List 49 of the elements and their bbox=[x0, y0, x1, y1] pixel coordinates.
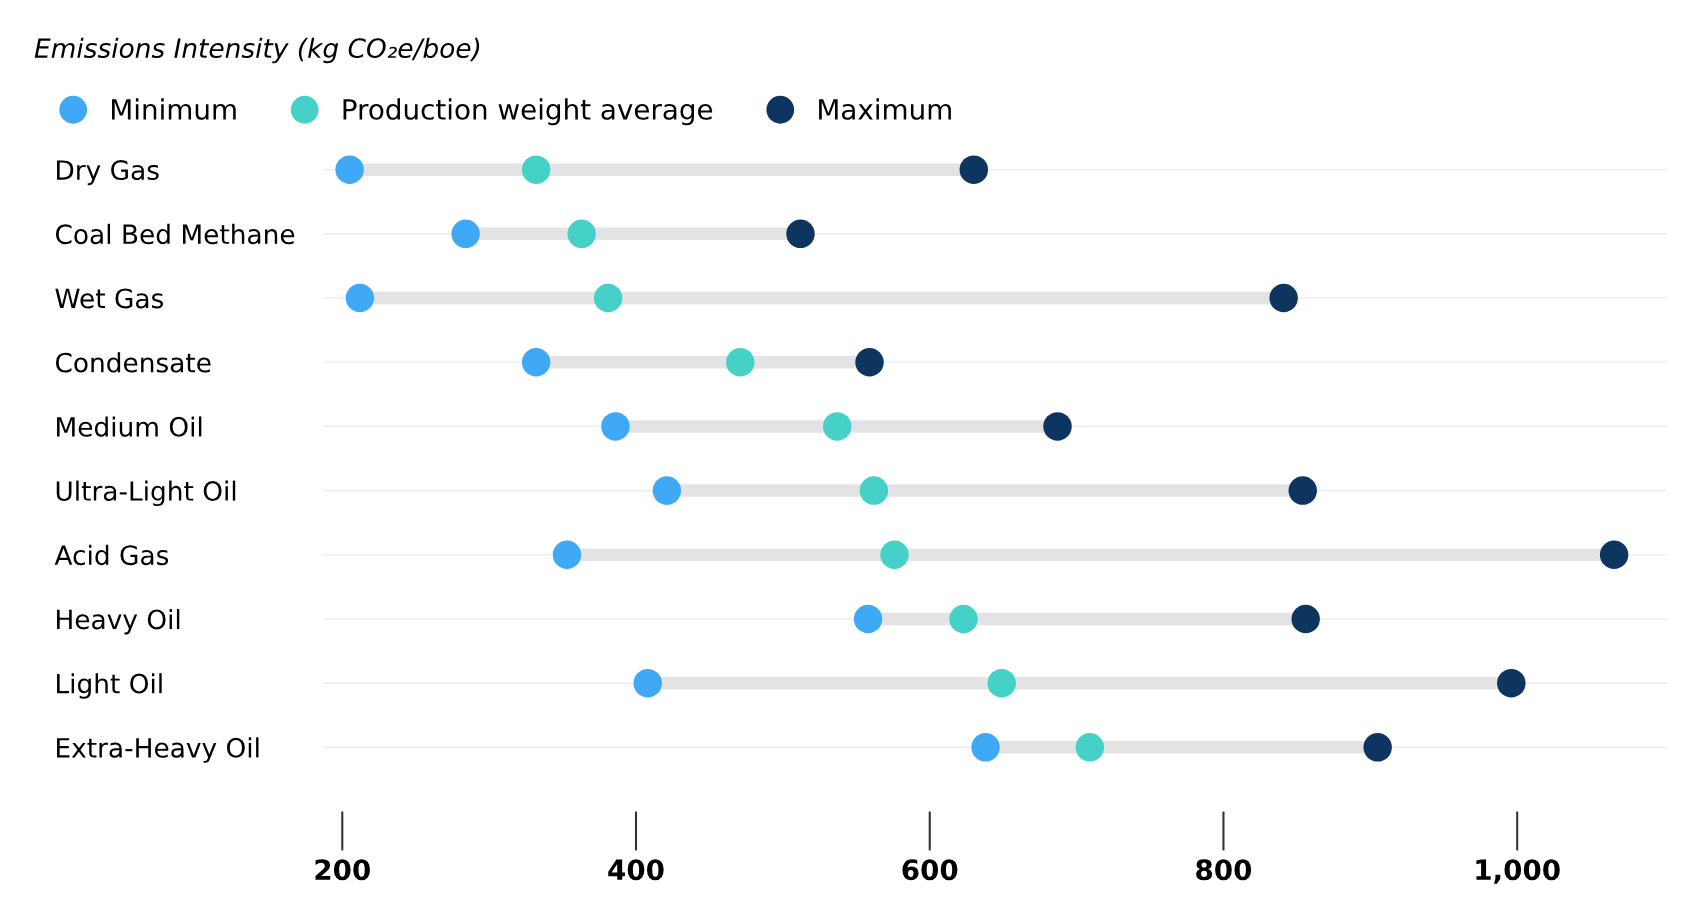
point bbox=[1363, 733, 1392, 762]
x-tick-label: 600 bbox=[902, 859, 958, 881]
point bbox=[855, 347, 884, 377]
point bbox=[521, 347, 551, 377]
point bbox=[1269, 283, 1298, 313]
x-tick-label: 1,000 bbox=[1476, 859, 1560, 884]
point bbox=[593, 283, 623, 313]
point bbox=[335, 155, 364, 184]
point bbox=[633, 668, 662, 698]
point bbox=[652, 476, 682, 505]
y-tick-label: Acid Gas bbox=[54, 544, 169, 566]
point bbox=[1288, 476, 1317, 505]
point bbox=[567, 219, 596, 249]
y-tick-label: Ultra-Light Oil bbox=[56, 480, 236, 507]
y-tick-label: Coal Bed Methane bbox=[55, 223, 295, 245]
point bbox=[1291, 604, 1320, 634]
point bbox=[345, 283, 375, 313]
point bbox=[521, 155, 551, 184]
y-tick-label: Light Oil bbox=[57, 673, 162, 699]
point bbox=[949, 604, 978, 634]
y-tick-label: Condensate bbox=[55, 352, 211, 373]
point bbox=[822, 412, 852, 441]
y-tick-label: Heavy Oil bbox=[57, 608, 180, 635]
y-tick-label: Wet Gas bbox=[55, 288, 164, 309]
point bbox=[1043, 412, 1072, 441]
point bbox=[451, 219, 480, 249]
point bbox=[601, 412, 630, 441]
point bbox=[1075, 733, 1105, 762]
y-tick-label: Medium Oil bbox=[57, 416, 202, 437]
y-tick-label: Dry Gas bbox=[57, 160, 159, 186]
chart-title: Emissions Intensity (kg CO₂e/boe) bbox=[34, 37, 480, 64]
point bbox=[552, 540, 582, 570]
legend-label: Production weight average bbox=[343, 98, 713, 126]
point bbox=[971, 733, 1000, 762]
x-tick-label: 400 bbox=[608, 859, 664, 881]
point bbox=[859, 476, 889, 505]
y-tick-label: Extra-Heavy Oil bbox=[57, 737, 259, 763]
point bbox=[853, 604, 883, 634]
point bbox=[959, 155, 989, 184]
point bbox=[726, 347, 755, 377]
point bbox=[786, 219, 815, 249]
point bbox=[987, 668, 1016, 698]
legend-label: Minimum bbox=[112, 98, 236, 120]
x-tick-label: 800 bbox=[1196, 859, 1252, 881]
legend-label: Maximum bbox=[819, 98, 951, 120]
point bbox=[880, 540, 909, 570]
point bbox=[1599, 540, 1629, 570]
point bbox=[1497, 668, 1526, 698]
x-tick-label: 200 bbox=[315, 859, 370, 881]
